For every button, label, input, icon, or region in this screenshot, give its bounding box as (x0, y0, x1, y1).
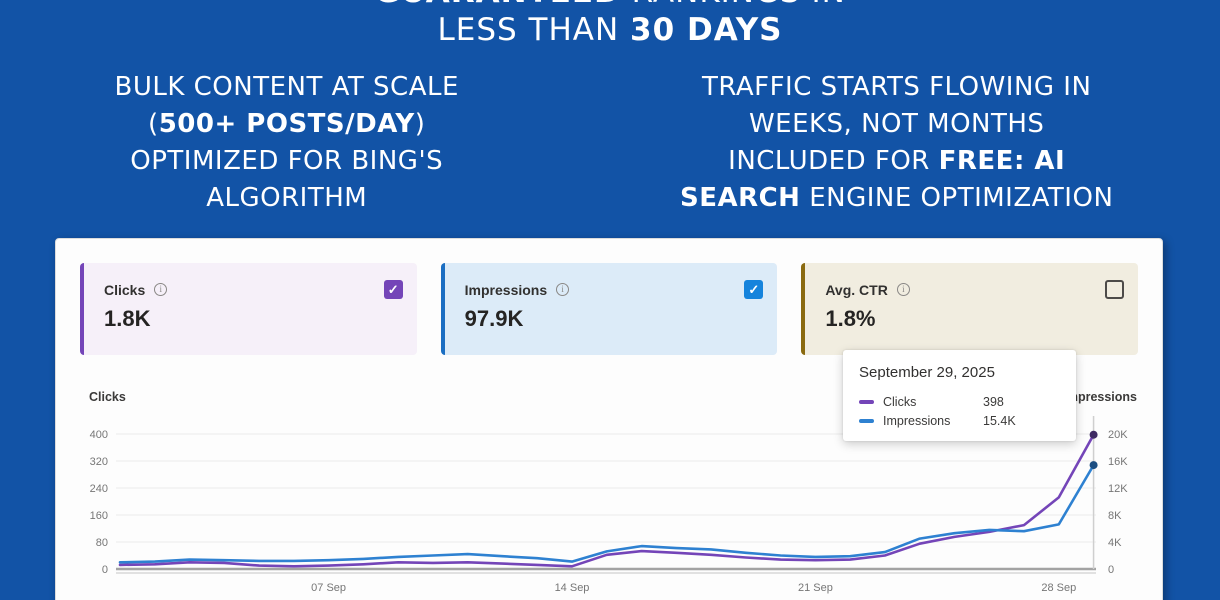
right-col-line3-bold: FREE: AI (938, 146, 1066, 176)
left-axis-tick: 0 (102, 564, 108, 576)
metric-value: 1.8% (825, 306, 876, 331)
info-icon[interactable]: i (154, 283, 168, 296)
metric-label: Avg. CTR (825, 281, 888, 298)
left-axis-tick: 400 (90, 429, 108, 441)
right-col-line4-bold: SEARCH (679, 183, 801, 213)
headline-line2-regular: LESS THAN (437, 12, 631, 48)
metric-card-clicks[interactable]: Clicks i ✓ 1.8K (80, 263, 417, 355)
metric-card-impressions[interactable]: Impressions i ✓ 97.9K (440, 263, 778, 355)
hero-columns: BULK CONTENT AT SCALE (500+ POSTS/DAY) O… (0, 69, 1220, 217)
right-axis-tick: 4K (1108, 537, 1122, 549)
tooltip-value: 15.4K (983, 414, 1016, 428)
metric-checkbox[interactable] (1105, 280, 1125, 299)
tooltip-value: 398 (983, 395, 1004, 409)
right-axis-title: Impressions (1063, 390, 1137, 404)
left-axis-title: Clicks (89, 390, 126, 404)
left-axis-tick: 160 (90, 510, 108, 522)
tooltip-label: Impressions (883, 414, 951, 428)
x-axis-tick: 07 Sep (311, 582, 346, 594)
right-col-line1: TRAFFIC STARTS FLOWING IN (701, 72, 1092, 102)
hero-copy: GUARANTEED RANKINGS IN LESS THAN 30 DAYS… (0, 0, 1220, 217)
right-axis-tick: 8K (1108, 510, 1122, 522)
headline-line2-bold: 30 DAYS (630, 12, 783, 48)
right-col-line3-regular: INCLUDED FOR (728, 146, 939, 176)
right-axis-tick: 16K (1108, 456, 1128, 468)
headline-line1-bold: GUARANTEED (374, 0, 621, 10)
info-icon[interactable]: i (556, 283, 570, 296)
left-col-line1: BULK CONTENT AT SCALE (114, 72, 459, 102)
tooltip-row-clicks: Clicks 398 (859, 395, 1060, 409)
metric-card-avg-ctr[interactable]: Avg. CTR i 1.8% (801, 263, 1139, 355)
x-axis-tick: 21 Sep (798, 582, 833, 594)
right-axis-tick: 0 (1108, 564, 1114, 576)
right-axis-tick: 20K (1108, 429, 1128, 441)
metric-label: Clicks (104, 281, 146, 298)
headline-line1-rest: RANKINGS IN (621, 0, 846, 10)
clicks-endpoint-dot (1089, 430, 1098, 439)
tooltip-label: Clicks (883, 395, 917, 409)
clicks-line (118, 433, 1095, 568)
chart-tooltip: September 29, 2025 Clicks 398 Impression… (843, 350, 1076, 441)
left-axis-tick: 240 (90, 483, 108, 495)
left-col-line2-open: ( (148, 109, 159, 139)
analytics-dashboard: Clicks i ✓ 1.8K Impressions i ✓ 97.9K Av… (55, 238, 1163, 600)
x-axis-tick: 14 Sep (555, 582, 590, 594)
clicks-legend-dash-icon (859, 400, 874, 404)
impressions-endpoint-dot (1089, 461, 1098, 470)
impressions-legend-dash-icon (859, 419, 874, 423)
hero-right-column: TRAFFIC STARTS FLOWING IN WEEKS, NOT MON… (573, 69, 1220, 217)
hero-left-column: BULK CONTENT AT SCALE (500+ POSTS/DAY) O… (0, 69, 573, 217)
right-col-line4-regular: ENGINE OPTIMIZATION (800, 183, 1114, 213)
left-col-line4: ALGORITHM (206, 183, 368, 213)
metric-label: Impressions (464, 281, 548, 298)
left-col-line2-bold: 500+ POSTS/DAY (158, 109, 415, 139)
x-axis-tick: 28 Sep (1041, 582, 1076, 594)
tooltip-row-impressions: Impressions 15.4K (859, 414, 1060, 428)
headline-line1: GUARANTEED RANKINGS IN (0, 0, 1220, 11)
info-icon[interactable]: i (896, 283, 910, 296)
right-col-line4: SEARCH ENGINE OPTIMIZATION (573, 180, 1220, 217)
impressions-line (118, 463, 1095, 564)
left-col-line3: OPTIMIZED FOR BING'S (130, 146, 444, 176)
metric-value: 97.9K (464, 306, 524, 331)
right-col-line2: WEEKS, NOT MONTHS (748, 109, 1045, 139)
metric-checkbox[interactable]: ✓ (744, 280, 764, 299)
metric-tiles: Clicks i ✓ 1.8K Impressions i ✓ 97.9K Av… (56, 239, 1162, 355)
left-axis-tick: 320 (90, 456, 108, 468)
metric-checkbox[interactable]: ✓ (383, 280, 403, 299)
right-axis-tick: 12K (1108, 483, 1128, 495)
left-col-line2-close: ) (414, 109, 426, 139)
right-col-line3: INCLUDED FOR FREE: AI (573, 143, 1220, 180)
metric-value: 1.8K (104, 306, 151, 331)
tooltip-date: September 29, 2025 (859, 364, 995, 381)
left-axis-tick: 80 (96, 537, 108, 549)
clicks-impressions-chart[interactable]: 400 20K 320 16K 240 12K 160 8K 80 4K 0 0 07 Sep 14 Se… (56, 239, 1164, 600)
headline-line2: LESS THAN 30 DAYS (0, 11, 1220, 49)
left-col-line2: (500+ POSTS/DAY) (0, 106, 573, 143)
